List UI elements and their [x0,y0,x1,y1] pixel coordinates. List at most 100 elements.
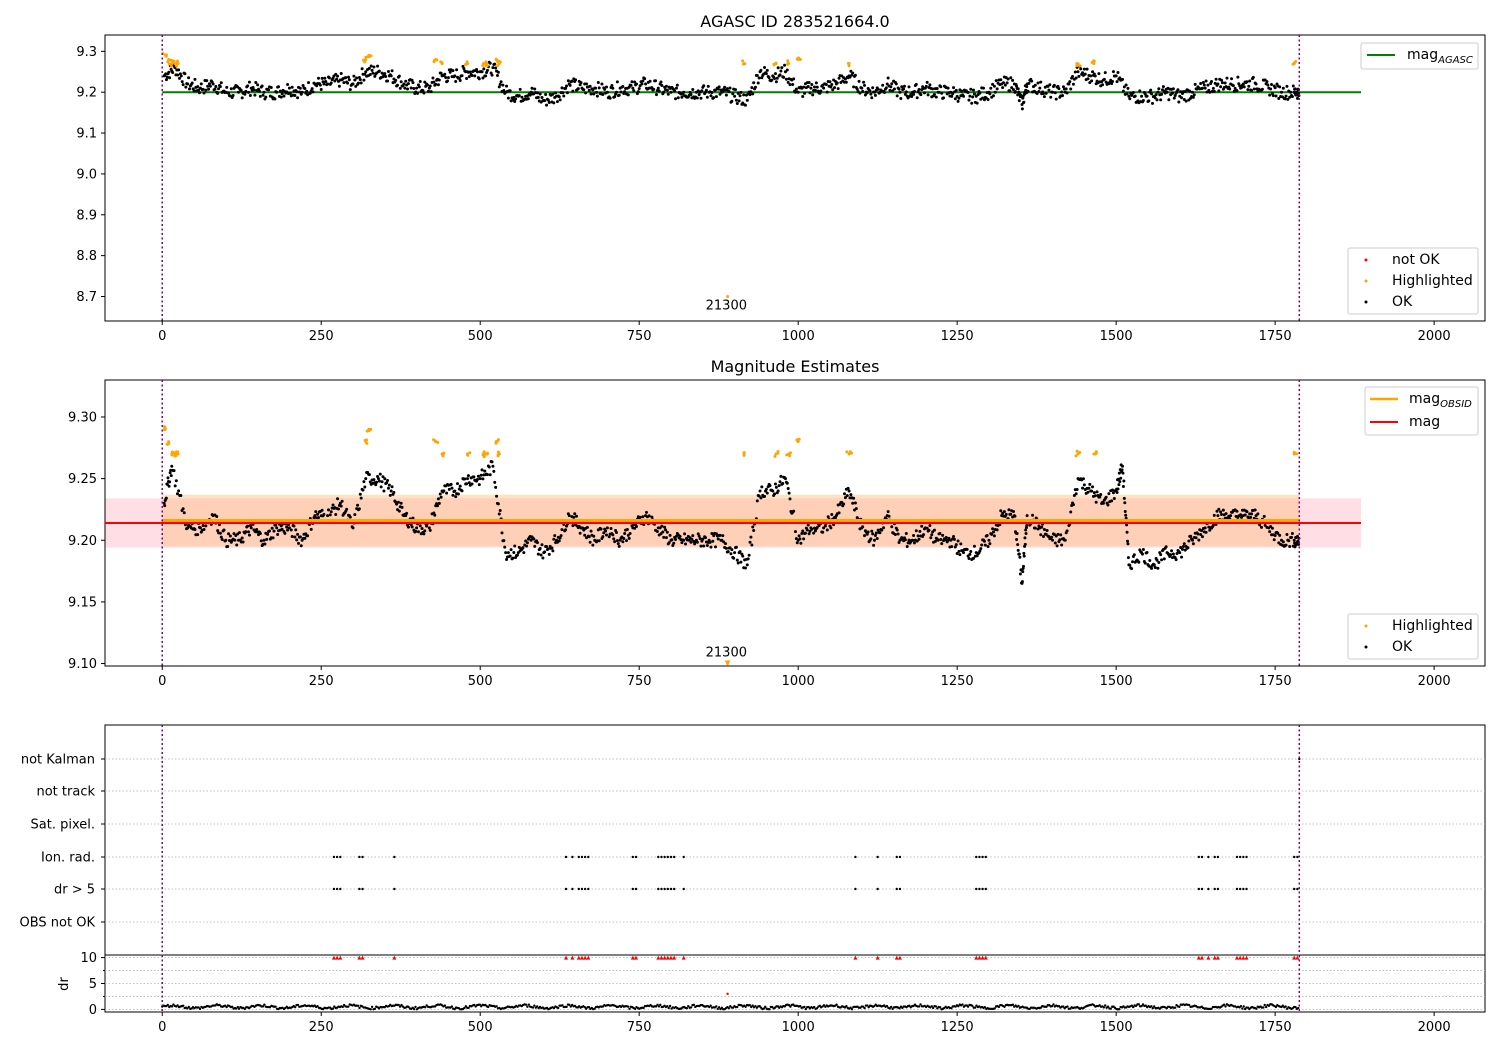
ok-point [611,86,615,90]
ok-point [1242,85,1246,89]
flag-point [583,855,587,859]
x-tick-label: 2000 [1418,1020,1451,1035]
ok-point [460,74,464,78]
ok-point [485,473,489,477]
ok-point [1086,490,1090,494]
ok-point [445,491,449,495]
ok-point [806,523,810,527]
ok-point [315,84,319,88]
ok-point [745,98,749,102]
ok-point [323,76,327,80]
ok-point [780,66,784,70]
panel1-axes: 0 250 500 750 1000 1250 1500 1750 20008.78.88.99… [76,45,1450,344]
ok-point [1063,538,1067,542]
ok-point [988,542,992,546]
ok-point [399,80,403,84]
ok-point [547,552,551,556]
ok-point [1025,85,1029,89]
flag-point [1245,887,1248,891]
ok-point [374,483,378,487]
ok-point [604,529,608,533]
ok-point [491,66,495,70]
ok-point [346,81,350,85]
ok-point [1111,491,1115,495]
ok-point [1124,513,1128,517]
panel1-line-legend-frame [1360,42,1479,70]
ok-point [1125,92,1129,96]
ok-point [1157,87,1161,91]
dr-ok-point [587,1006,591,1009]
ok-point [837,76,841,80]
highlighted-point [776,450,780,454]
ok-point [644,82,648,86]
ok-point [1235,89,1239,93]
flag-point [669,887,673,891]
ok-point [1111,80,1115,84]
ok-point [468,70,472,74]
ok-point [940,91,944,95]
ok-point [168,471,172,475]
dr-ok-point [917,1005,921,1008]
ok-point [700,89,704,93]
dr-ok-point [1118,1008,1121,1011]
flag-point [361,855,364,859]
ok-point [533,544,537,548]
ok-point [1119,476,1123,480]
dr-clipped-marker [1234,955,1239,960]
ok-point [324,79,328,83]
dr-ok-point [450,1005,454,1008]
ok-point [831,88,835,92]
ok-point [541,556,545,560]
highlighted-point [167,62,171,66]
dr-ok-point [1039,1006,1043,1009]
ok-point [500,531,504,535]
ok-point [1101,83,1105,87]
ok-point [751,92,755,96]
ok-point [498,82,502,86]
ok-point [992,94,996,98]
ok-point [684,542,688,546]
dr-clipped-marker [662,955,667,960]
ok-point [792,509,796,513]
ok-point [326,514,330,518]
ok-point [208,84,212,88]
ok-point [251,85,255,89]
legend-not-ok-label: not OK [1392,252,1440,268]
highlighted-point [166,60,170,64]
ok-point [270,526,274,530]
dr-ok-point [938,1006,942,1009]
ok-point [915,539,919,543]
ok-point [170,464,174,468]
flag-point [358,887,361,891]
ok-point [568,83,572,87]
ok-point [824,83,828,87]
ok-point [817,524,821,528]
ok-point [1173,93,1177,97]
ok-point [809,86,813,90]
ok-point [1128,563,1132,567]
ok-point [716,537,720,541]
dr-ok-point [849,1006,852,1009]
y-tick-label: 9.25 [68,472,97,487]
ok-point [1180,555,1184,559]
highlighted-point [468,451,472,455]
ok-point [1212,513,1216,517]
x-tick-label: 1000 [782,674,815,689]
y-tick-label: 8.8 [76,249,97,264]
ok-point [1044,91,1048,95]
ok-point [363,485,367,489]
ok-point [222,528,226,532]
ok-point [1239,513,1243,517]
ok-point [372,478,376,482]
ok-point [327,76,331,80]
ok-point [339,71,343,75]
ok-point [335,77,339,81]
ok-point [405,511,409,515]
ok-point [1157,561,1161,565]
dr-ok-point [885,1004,889,1008]
ok-point [555,100,559,104]
ok-point [1024,528,1028,532]
ok-point [1191,95,1195,99]
ok-point [397,509,401,513]
ok-point [992,84,996,88]
